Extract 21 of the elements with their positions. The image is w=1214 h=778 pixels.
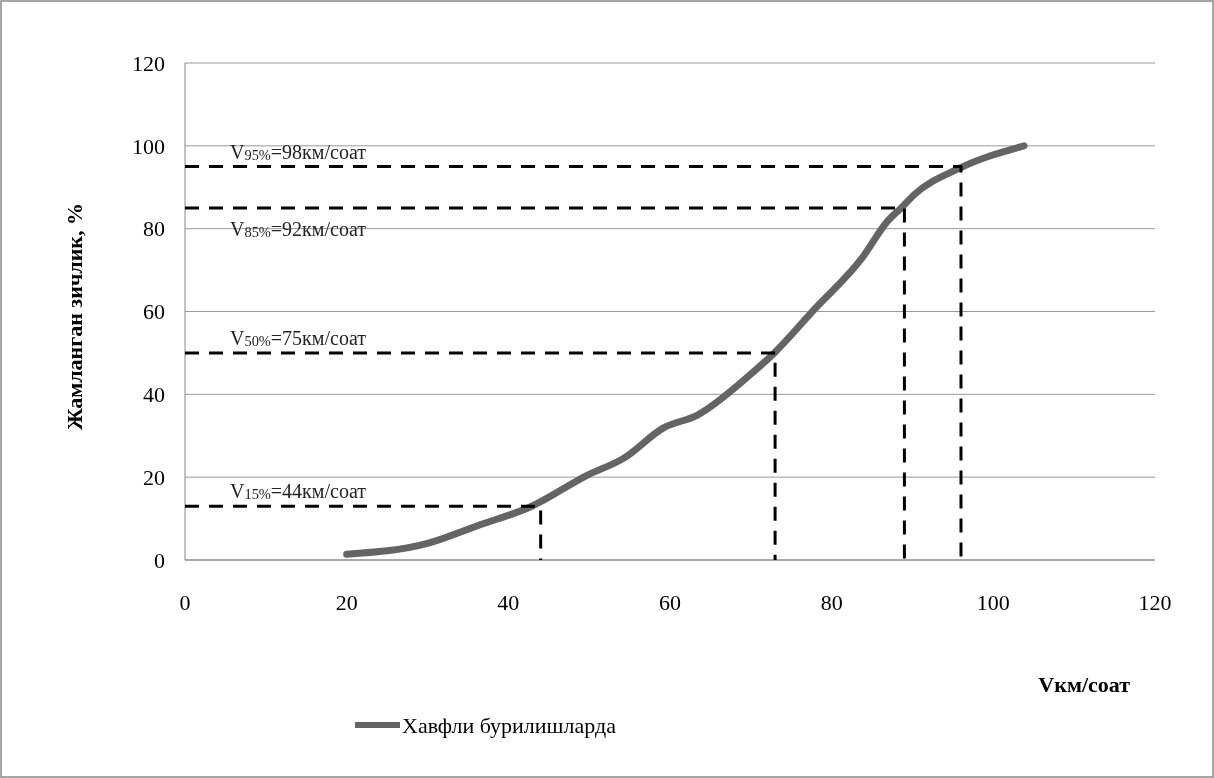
x-tick-label: 20	[335, 590, 358, 615]
x-tick-label: 60	[659, 590, 681, 615]
annotation: V$_{85%}$=92км/соат	[230, 217, 367, 241]
y-tick-label: 120	[132, 50, 165, 76]
y-tick-label: 20	[143, 464, 165, 490]
y-tick-label: 60	[143, 299, 165, 325]
y-tick-label: 0	[154, 547, 165, 573]
x-tick-label: 40	[497, 590, 520, 615]
x-tick-label: 100	[976, 590, 1010, 615]
x-tick-label: 80	[820, 590, 843, 615]
legend-label: Хавфли бурилишларда	[402, 712, 617, 738]
y-tick-label: 40	[143, 382, 165, 408]
annotation: V$_{15%}$=44км/соат	[230, 480, 367, 503]
x-tick-label: 120	[1138, 590, 1172, 615]
y-tick-label: 80	[143, 216, 165, 242]
annotation: V$_{50%}$=75км/соат	[230, 326, 367, 350]
y-axis-title: Жамланган зичлик, %	[62, 203, 87, 430]
y-tick-label: 100	[132, 133, 165, 159]
x-axis-title: Vкм/соат	[1038, 672, 1131, 697]
annotation: V$_{95%}$=98км/соат	[230, 140, 367, 163]
x-tick-label: 0	[179, 590, 191, 615]
